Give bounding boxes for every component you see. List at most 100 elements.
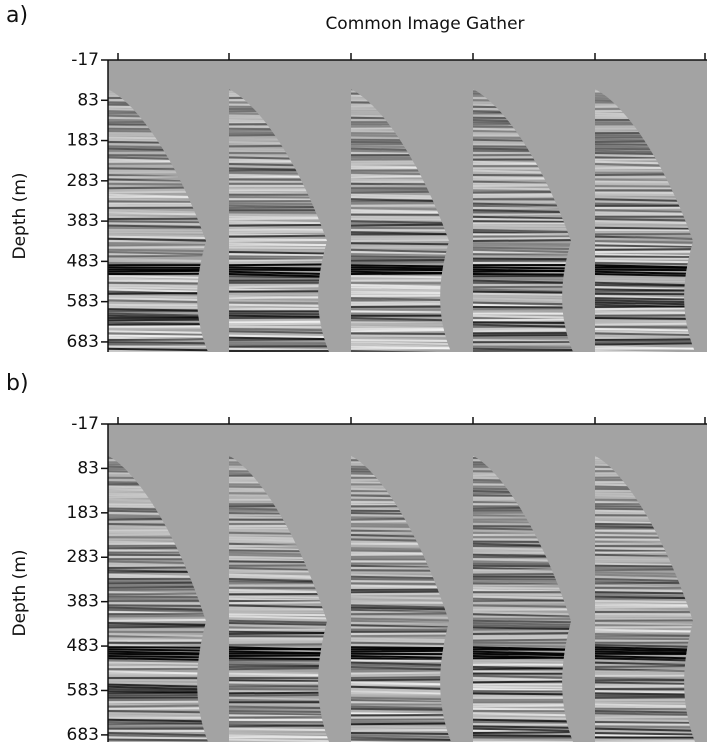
reflection	[473, 349, 573, 352]
reflection	[473, 712, 573, 717]
reflection	[595, 628, 695, 633]
y-tick-label: 683	[67, 332, 99, 352]
y-tick-label: 283	[67, 547, 99, 567]
reflection	[229, 338, 329, 341]
reflection	[473, 604, 573, 608]
y-tick-label: 383	[67, 592, 99, 612]
reflection	[351, 606, 451, 611]
reflection	[351, 644, 451, 648]
reflection	[108, 226, 208, 230]
reflection	[229, 246, 329, 250]
reflection	[595, 608, 695, 613]
reflection	[229, 738, 329, 742]
reflection	[351, 734, 451, 739]
reflection	[229, 710, 329, 714]
reflection	[229, 248, 329, 253]
reflection	[108, 622, 208, 626]
reflection	[595, 332, 695, 337]
y-tick-label: 583	[67, 292, 99, 312]
reflection	[108, 341, 208, 345]
reflection	[595, 226, 695, 231]
reflection	[108, 266, 208, 270]
reflection	[229, 615, 329, 620]
reflection	[108, 326, 208, 330]
reflection	[595, 247, 695, 251]
reflection	[473, 606, 573, 611]
y-axis-label: Depth (m)	[10, 549, 30, 636]
reflection	[351, 223, 451, 227]
y-tick-label: 83	[77, 458, 99, 478]
reflection	[473, 251, 573, 256]
reflection	[473, 632, 573, 635]
reflection	[229, 251, 329, 255]
reflection	[108, 614, 208, 618]
panel-label: a)	[6, 3, 28, 28]
reflection	[595, 646, 695, 651]
reflection	[351, 339, 451, 343]
reflection	[473, 226, 573, 231]
reflection	[351, 718, 451, 721]
reflection	[229, 729, 329, 732]
reflection	[229, 330, 329, 335]
reflection	[473, 329, 573, 333]
reflection	[595, 727, 695, 732]
reflection	[351, 242, 451, 246]
reflection	[473, 266, 573, 270]
reflection	[108, 721, 208, 725]
reflection	[108, 251, 208, 256]
reflection	[351, 253, 451, 257]
y-tick-label: 583	[67, 680, 99, 700]
reflection	[595, 605, 695, 609]
reflection	[351, 350, 451, 352]
reflection	[108, 625, 208, 629]
reflection	[473, 615, 573, 619]
reflection	[108, 253, 208, 258]
reflection	[229, 617, 329, 622]
reflection	[108, 243, 208, 247]
reflection	[351, 729, 451, 732]
reflection	[351, 649, 451, 653]
reflection	[595, 334, 695, 338]
reflection	[108, 612, 208, 616]
reflection	[595, 236, 695, 240]
reflection	[473, 624, 573, 629]
reflection	[473, 323, 573, 329]
reflection	[351, 343, 451, 348]
reflection	[229, 613, 329, 617]
reflection	[351, 710, 451, 715]
reflection	[108, 334, 208, 338]
reflection	[108, 718, 208, 723]
reflection	[351, 264, 451, 268]
reflection	[595, 266, 695, 270]
reflection	[108, 240, 208, 245]
reflection	[595, 340, 695, 344]
y-tick-label: 183	[67, 503, 99, 523]
reflection	[595, 732, 695, 736]
reflection	[473, 626, 573, 631]
reflection	[229, 724, 329, 728]
reflection	[108, 722, 208, 726]
reflection	[351, 632, 451, 635]
reflection	[108, 734, 208, 739]
reflection	[351, 732, 451, 736]
figure-title: Common Image Gather	[325, 14, 524, 34]
reflection	[351, 626, 451, 630]
reflection	[108, 347, 208, 352]
reflection	[351, 251, 451, 256]
reflection	[595, 262, 695, 266]
reflection	[473, 342, 573, 346]
reflection	[351, 615, 451, 619]
y-tick-label: 283	[67, 171, 99, 191]
reflection	[473, 629, 573, 633]
reflection	[108, 712, 208, 716]
reflection	[229, 328, 329, 332]
reflection	[595, 338, 695, 341]
reflection	[351, 619, 451, 625]
reflection	[351, 713, 451, 717]
reflection	[108, 606, 208, 611]
reflection	[229, 341, 329, 345]
reflection	[595, 639, 695, 643]
reflection	[473, 627, 573, 631]
reflection	[351, 260, 451, 264]
reflection	[351, 637, 451, 642]
